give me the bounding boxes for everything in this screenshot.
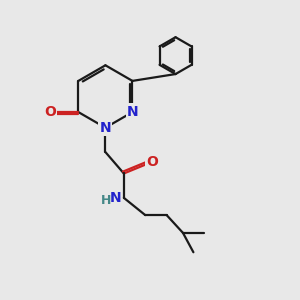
Text: H: H: [101, 194, 111, 207]
Text: N: N: [110, 191, 121, 205]
Text: O: O: [146, 155, 158, 170]
Text: O: O: [44, 105, 56, 119]
Text: N: N: [127, 104, 139, 118]
Text: N: N: [100, 121, 111, 135]
